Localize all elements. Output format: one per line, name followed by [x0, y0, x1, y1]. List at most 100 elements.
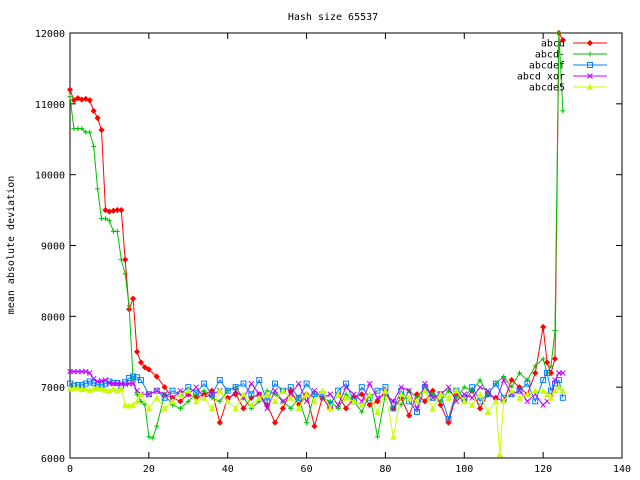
- series-4-point: [82, 368, 89, 375]
- series-5-point: [216, 387, 223, 394]
- series-2-point: [516, 370, 522, 376]
- series-3-point: [343, 380, 349, 387]
- x-tick-label: 60: [301, 464, 313, 475]
- series-5-point: [303, 390, 310, 398]
- series-4-point: [327, 391, 334, 398]
- series-2-point: [154, 423, 160, 429]
- series-5-point: [390, 433, 397, 440]
- series-5-point: [366, 390, 373, 398]
- series-3-point: [516, 387, 523, 394]
- series-5-point: [279, 387, 287, 394]
- series-2-point: [138, 398, 144, 404]
- series-2-point: [560, 108, 566, 114]
- series-4-point: [485, 387, 491, 394]
- series-1-point: [559, 37, 566, 44]
- series-5-point: [319, 387, 326, 394]
- y-tick-label: 7000: [41, 383, 65, 394]
- series-5-point: [66, 385, 74, 392]
- series-3-point: [248, 391, 255, 398]
- series-2-point: [146, 434, 152, 440]
- series-2-point: [87, 129, 93, 135]
- series-4-point: [161, 391, 168, 398]
- series-1-point: [153, 373, 160, 380]
- series-5-point: [492, 397, 499, 405]
- series-3-point: [201, 380, 208, 387]
- series-2-point: [524, 377, 530, 383]
- series-4-point: [272, 387, 278, 394]
- series-3-point: [295, 394, 302, 401]
- series-3-point: [161, 394, 168, 401]
- series-3-point: [540, 377, 547, 384]
- series-2-point: [150, 435, 156, 441]
- series-2-point: [552, 328, 558, 333]
- x-tick-label: 20: [143, 464, 155, 475]
- series-4-point: [86, 370, 93, 376]
- series-3-point: [272, 380, 279, 387]
- series-4-point: [560, 370, 566, 376]
- series-4-point: [390, 398, 397, 405]
- series-5-point: [122, 401, 129, 408]
- series-3-point: [477, 398, 484, 405]
- y-axis-title: mean absolute deviation: [6, 176, 17, 314]
- legend-entry-2-label: abcd-: [535, 50, 565, 61]
- series-2-point: [95, 186, 101, 192]
- series-5-point: [539, 387, 547, 394]
- series-4-point: [264, 405, 270, 412]
- series-5-point: [350, 397, 358, 405]
- series-5-point: [208, 405, 216, 412]
- series-1-point: [130, 295, 137, 302]
- series-5-point: [496, 451, 503, 458]
- series-2-point: [556, 30, 562, 36]
- series-5-point: [287, 394, 294, 401]
- series-4-point: [469, 394, 476, 401]
- series-4-point: [461, 391, 468, 398]
- legend-entry-5-label: abcde5: [529, 83, 565, 94]
- series-5-point: [374, 408, 381, 415]
- series-4-point: [429, 394, 436, 401]
- series-2-point: [335, 405, 341, 411]
- series-3-point: [153, 387, 160, 394]
- series-1-point: [118, 207, 125, 214]
- series-2-point: [134, 391, 140, 397]
- series-2-point: [540, 356, 546, 362]
- series-2-point: [79, 126, 85, 132]
- series-5-point: [161, 405, 168, 412]
- series-4-point: [319, 394, 326, 401]
- series-3-point: [208, 391, 215, 398]
- legend-entry-5-marker: [586, 83, 594, 90]
- series-1-point: [240, 405, 247, 412]
- legend-entry-1-label: abcd: [541, 39, 565, 50]
- series-5-point: [453, 387, 460, 394]
- series-2-point: [177, 405, 183, 411]
- series-1-point: [544, 359, 551, 366]
- series-4-point: [295, 380, 302, 387]
- series-3-point: [287, 384, 294, 391]
- series-4: [67, 368, 566, 412]
- series-5-point: [334, 390, 342, 398]
- series-5-point: [133, 397, 141, 405]
- series-4-point: [90, 375, 97, 382]
- series-5-point: [193, 397, 200, 405]
- series-2-point: [217, 398, 223, 404]
- y-tick-label: 11000: [35, 100, 65, 111]
- legend-entry-1-marker: [586, 39, 594, 47]
- series-1-point: [358, 391, 365, 398]
- series-3-point: [445, 416, 452, 423]
- series-1-point: [540, 323, 547, 331]
- series-4-point: [453, 398, 460, 405]
- series-5-point: [437, 390, 444, 398]
- series-2-point: [114, 228, 120, 234]
- series-5-point: [102, 386, 109, 393]
- series-2-point: [118, 257, 124, 263]
- series-5-point: [145, 405, 153, 412]
- series-3-point: [130, 373, 137, 380]
- series-1-point: [114, 207, 121, 214]
- series-1-point: [94, 114, 101, 122]
- legend-entry-2-marker: [587, 51, 593, 57]
- series-2-point: [359, 409, 365, 415]
- series-3-point: [256, 377, 263, 384]
- series-5-point: [200, 394, 208, 401]
- x-tick-label: 40: [222, 464, 234, 475]
- series-4-point: [256, 391, 263, 398]
- series-5-point: [295, 405, 302, 412]
